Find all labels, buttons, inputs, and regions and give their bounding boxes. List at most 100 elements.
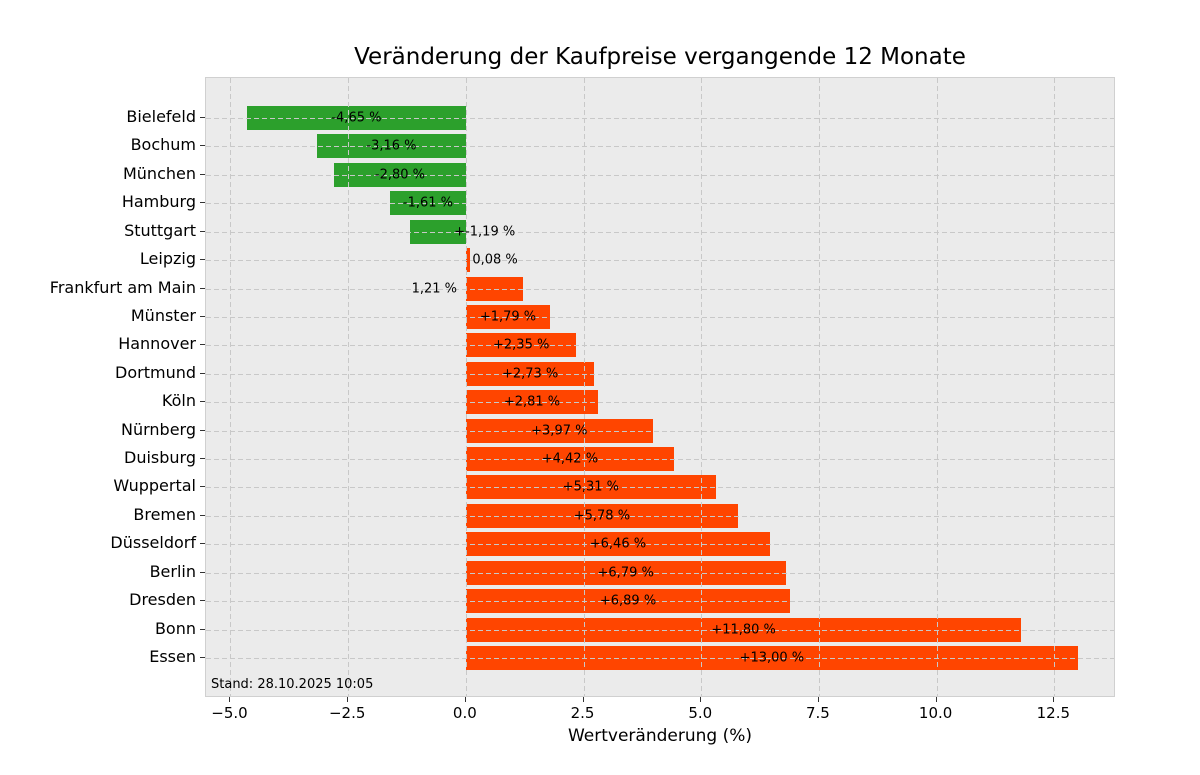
gridline-vertical bbox=[583, 78, 585, 696]
y-tick-mark bbox=[200, 230, 205, 232]
y-tick-label-Köln: Köln bbox=[161, 391, 196, 411]
y-tick-mark bbox=[200, 628, 205, 630]
bar-value-label: +-1,19 % bbox=[454, 224, 516, 240]
bar-value-label: 1,21 % bbox=[411, 281, 458, 297]
bar-value-label: -3,16 % bbox=[366, 138, 417, 154]
y-tick-mark bbox=[200, 202, 205, 204]
y-tick-mark bbox=[200, 486, 205, 488]
gridline-horizontal bbox=[206, 515, 1114, 517]
y-tick-label-Düsseldorf: Düsseldorf bbox=[110, 533, 196, 553]
y-tick-mark bbox=[200, 117, 205, 118]
bar-value-label: +6,89 % bbox=[599, 593, 657, 609]
x-tick-mark bbox=[817, 697, 819, 702]
bar-value-label: -1,61 % bbox=[402, 195, 454, 211]
gridline-horizontal bbox=[206, 430, 1114, 432]
y-tick-mark bbox=[200, 344, 205, 346]
gridline-horizontal bbox=[206, 487, 1114, 489]
bar-value-label: -2,80 % bbox=[374, 167, 426, 183]
x-tick-label: 5.0 bbox=[688, 704, 713, 722]
bar-value-label: +4,42 % bbox=[541, 451, 599, 467]
gridline-vertical bbox=[348, 78, 350, 696]
y-tick-label-Münster: Münster bbox=[130, 305, 196, 325]
y-tick-label-Bremen: Bremen bbox=[133, 504, 196, 524]
y-tick-label-Duisburg: Duisburg bbox=[124, 448, 196, 468]
gridline-horizontal bbox=[206, 459, 1114, 461]
gridline-horizontal bbox=[206, 629, 1114, 631]
x-tick-label: 12.5 bbox=[1036, 704, 1071, 722]
bar-value-label: +13,00 % bbox=[739, 650, 805, 666]
gridline-vertical bbox=[465, 78, 467, 696]
timestamp-note: Stand: 28.10.2025 10:05 bbox=[211, 677, 374, 692]
x-tick-label: 10.0 bbox=[918, 704, 953, 722]
y-tick-mark bbox=[200, 458, 205, 460]
y-tick-mark bbox=[200, 600, 205, 602]
x-tick-mark bbox=[935, 697, 937, 702]
y-tick-label-Hamburg: Hamburg bbox=[121, 192, 196, 212]
y-tick-mark bbox=[200, 571, 205, 573]
y-tick-label-Nürnberg: Nürnberg bbox=[121, 419, 196, 439]
y-tick-label-Leipzig: Leipzig bbox=[139, 249, 196, 269]
y-tick-mark bbox=[200, 145, 205, 147]
y-tick-label-Bonn: Bonn bbox=[154, 618, 196, 638]
gridline-horizontal bbox=[206, 203, 1114, 205]
y-tick-mark bbox=[200, 287, 205, 289]
gridline-vertical bbox=[1054, 78, 1056, 696]
y-tick-label-München: München bbox=[122, 163, 196, 183]
y-tick-label-Dortmund: Dortmund bbox=[115, 362, 196, 382]
y-tick-label-Essen: Essen bbox=[149, 647, 196, 666]
y-tick-mark bbox=[200, 657, 205, 658]
gridline-vertical bbox=[818, 78, 820, 696]
gridline-horizontal bbox=[206, 402, 1114, 404]
gridline-horizontal bbox=[206, 288, 1114, 290]
gridline-horizontal bbox=[206, 345, 1114, 347]
plot-area: Stand: 28.10.2025 10:05 -4,65 % -3,16 % -2… bbox=[205, 77, 1115, 697]
y-tick-label-Bielefeld: Bielefeld bbox=[126, 107, 196, 126]
y-tick-label-Wuppertal: Wuppertal bbox=[113, 476, 196, 496]
x-tick-label: −5.0 bbox=[211, 704, 248, 722]
y-tick-label-Berlin: Berlin bbox=[149, 561, 196, 581]
y-tick-mark bbox=[200, 543, 205, 545]
x-tick-label: −2.5 bbox=[328, 704, 366, 722]
gridline-horizontal bbox=[206, 544, 1114, 546]
y-tick-label-Dresden: Dresden bbox=[129, 590, 196, 610]
gridline-horizontal bbox=[206, 572, 1114, 574]
y-tick-mark bbox=[200, 429, 205, 431]
x-tick-label: 0.0 bbox=[452, 704, 477, 722]
gridline-vertical bbox=[936, 78, 938, 696]
bar-value-label: +5,31 % bbox=[562, 479, 620, 495]
y-tick-mark bbox=[200, 173, 205, 175]
x-tick-mark bbox=[347, 697, 349, 702]
y-tick-mark bbox=[200, 259, 205, 261]
bar-value-label: -4,65 % bbox=[331, 110, 382, 126]
y-tick-mark bbox=[200, 372, 205, 374]
y-tick-label-Frankfurt am Main: Frankfurt am Main bbox=[49, 277, 196, 297]
bar-value-label: +2,81 % bbox=[503, 394, 561, 410]
bar-value-label: +5,78 % bbox=[573, 508, 631, 524]
x-tick-mark bbox=[700, 697, 702, 702]
gridline-horizontal bbox=[206, 658, 1114, 659]
bar-value-label: 0,08 % bbox=[472, 252, 518, 268]
bar-value-label: +11,80 % bbox=[711, 622, 776, 638]
gridline-horizontal bbox=[206, 146, 1114, 148]
y-tick-mark bbox=[200, 401, 205, 403]
gridline-horizontal bbox=[206, 231, 1114, 233]
x-tick-mark bbox=[229, 697, 231, 702]
x-tick-mark bbox=[1053, 697, 1055, 702]
bar-value-label: +3,97 % bbox=[531, 423, 588, 439]
gridline-horizontal bbox=[206, 373, 1114, 375]
gridline-vertical bbox=[701, 78, 703, 696]
bar-value-label: +1,79 % bbox=[479, 309, 537, 325]
y-tick-mark bbox=[200, 514, 205, 516]
bar-value-label: +6,46 % bbox=[589, 536, 647, 552]
x-tick-mark bbox=[464, 697, 466, 702]
x-tick-label: 7.5 bbox=[806, 704, 830, 722]
gridline-vertical bbox=[230, 78, 232, 696]
bar-value-label: +2,73 % bbox=[501, 366, 559, 382]
bar-value-label: +2,35 % bbox=[493, 337, 550, 353]
x-tick-mark bbox=[582, 697, 584, 702]
gridline-horizontal bbox=[206, 118, 1114, 119]
y-tick-mark bbox=[200, 315, 205, 317]
x-tick-label: 2.5 bbox=[570, 704, 595, 722]
gridline-horizontal bbox=[206, 260, 1114, 262]
